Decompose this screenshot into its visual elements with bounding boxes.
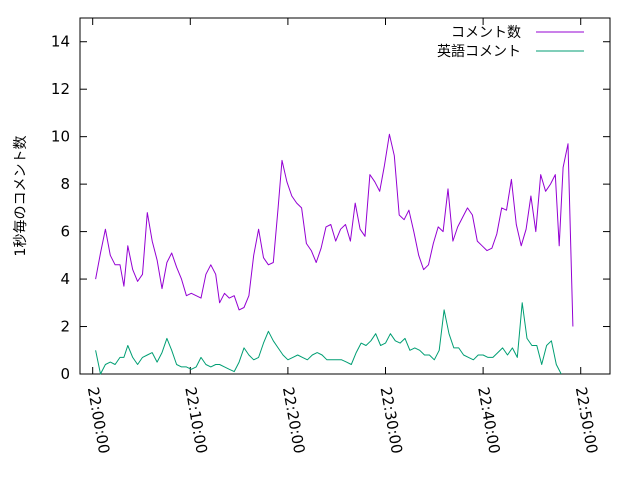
x-tick-label: 22:50:00 bbox=[572, 386, 601, 455]
y-tick-label: 2 bbox=[60, 318, 70, 336]
plot-border bbox=[79, 17, 611, 375]
x-tick-label: 22:10:00 bbox=[181, 386, 210, 455]
series-line-english-comments bbox=[95, 302, 562, 375]
y-axis: 0 2 4 6 8 10 12 14 bbox=[51, 33, 610, 383]
x-tick-label: 22:40:00 bbox=[474, 386, 503, 455]
x-tick-label: 22:30:00 bbox=[377, 386, 406, 455]
y-tick-label: 12 bbox=[51, 80, 70, 98]
y-tick-label: 10 bbox=[51, 128, 70, 146]
y-axis-label: 1秒毎のコメント数 bbox=[13, 136, 29, 257]
x-tick-label: 22:20:00 bbox=[279, 386, 308, 455]
x-tick-label: 22:00:00 bbox=[84, 386, 113, 455]
y-tick-label: 14 bbox=[51, 33, 70, 51]
legend: コメント数 英語コメント bbox=[437, 25, 584, 60]
y-tick-label: 8 bbox=[60, 175, 70, 193]
y-tick-label: 4 bbox=[60, 270, 70, 288]
legend-label-comments: コメント数 bbox=[451, 25, 521, 41]
legend-label-english-comments: 英語コメント bbox=[437, 43, 521, 60]
x-axis: 22:00:00 22:10:00 22:20:00 22:30:00 22:40:00… bbox=[84, 18, 601, 455]
y-tick-label: 0 bbox=[60, 365, 70, 383]
series-line-comments bbox=[95, 133, 574, 327]
y-tick-label: 6 bbox=[60, 223, 70, 241]
series-layer bbox=[95, 133, 574, 375]
